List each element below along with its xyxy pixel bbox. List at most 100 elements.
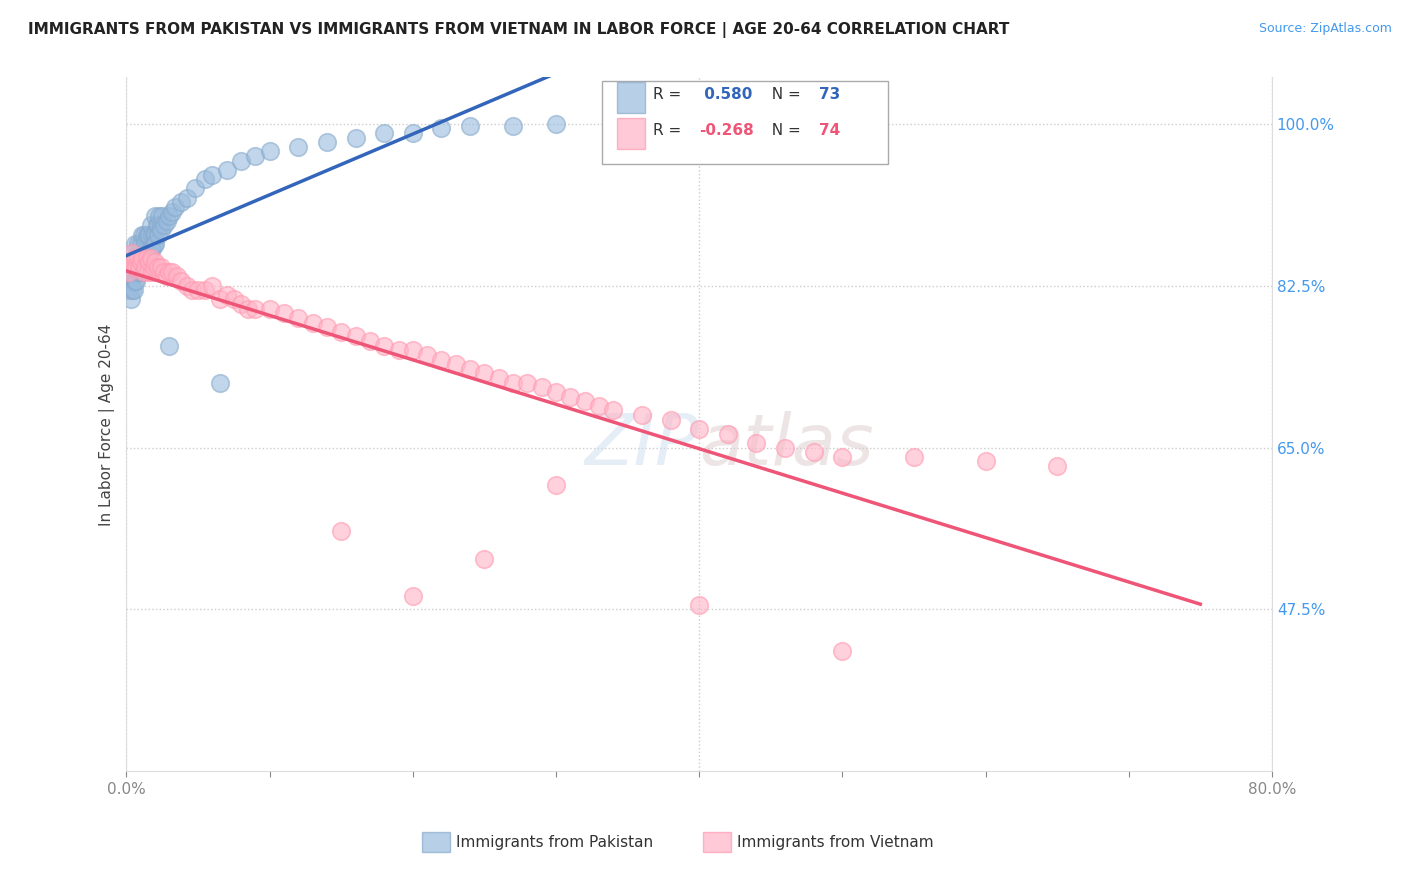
Point [155, 269, 177, 284]
Point [134, 260, 156, 274]
Point [159, 209, 181, 223]
Point [502, 119, 524, 133]
Point [128, 260, 150, 274]
Point [124, 274, 146, 288]
Point [136, 246, 159, 260]
Point [132, 227, 155, 242]
Point [127, 265, 149, 279]
Point [316, 135, 339, 149]
Point [588, 399, 610, 413]
Point [134, 237, 156, 252]
FancyBboxPatch shape [602, 81, 889, 164]
Point [176, 191, 198, 205]
Point [402, 126, 425, 140]
Point [215, 288, 238, 302]
Point [132, 246, 155, 260]
Point [181, 283, 204, 297]
Point [574, 394, 596, 409]
Point [121, 274, 143, 288]
Point [430, 352, 453, 367]
Point [127, 237, 149, 252]
Point [136, 246, 159, 260]
Point [745, 435, 768, 450]
Point [155, 214, 177, 228]
Point [149, 223, 172, 237]
Point [128, 246, 150, 260]
Point [444, 357, 467, 371]
Point [194, 283, 217, 297]
Point [124, 237, 146, 252]
Point [903, 450, 925, 464]
Point [121, 246, 143, 260]
Point [129, 237, 152, 252]
Point [516, 376, 538, 390]
Text: 73: 73 [820, 87, 841, 102]
Point [430, 121, 453, 136]
Point [229, 153, 252, 168]
Point [131, 255, 153, 269]
FancyBboxPatch shape [617, 118, 645, 149]
Point [488, 371, 510, 385]
Point [330, 524, 353, 538]
Point [560, 390, 582, 404]
Point [688, 422, 710, 436]
Point [118, 283, 141, 297]
Y-axis label: In Labor Force | Age 20-64: In Labor Force | Age 20-64 [100, 323, 115, 525]
Point [273, 306, 295, 320]
Point [717, 426, 740, 441]
Point [222, 293, 245, 307]
Point [287, 140, 309, 154]
Point [132, 255, 155, 269]
Point [129, 265, 152, 279]
Point [135, 251, 157, 265]
Point [344, 130, 367, 145]
Point [138, 227, 160, 242]
Point [124, 251, 146, 265]
Point [138, 246, 160, 260]
Text: atlas: atlas [699, 410, 873, 480]
Point [159, 339, 181, 353]
Point [149, 260, 172, 274]
Point [132, 265, 155, 279]
Point [146, 227, 169, 242]
Point [136, 227, 159, 242]
Point [245, 301, 267, 316]
Point [122, 260, 145, 274]
Point [259, 145, 281, 159]
Point [143, 209, 166, 223]
Point [170, 274, 193, 288]
Point [631, 408, 654, 422]
Point [129, 255, 152, 269]
Point [120, 293, 142, 307]
Point [474, 551, 496, 566]
Point [128, 265, 150, 279]
Point [146, 260, 169, 274]
Point [602, 403, 624, 417]
Point [150, 209, 173, 223]
Point [142, 227, 165, 242]
Point [502, 376, 524, 390]
Point [773, 441, 796, 455]
Point [688, 598, 710, 612]
Point [131, 227, 153, 242]
Point [1046, 458, 1069, 473]
Point [166, 269, 188, 284]
Point [141, 242, 163, 256]
Text: N =: N = [762, 87, 806, 102]
Point [136, 265, 159, 279]
Point [474, 367, 496, 381]
Text: ZIP: ZIP [585, 410, 699, 480]
Text: Source: ZipAtlas.com: Source: ZipAtlas.com [1258, 22, 1392, 36]
Point [152, 219, 174, 233]
Text: 0.580: 0.580 [699, 87, 752, 102]
Point [659, 413, 682, 427]
Point [127, 255, 149, 269]
Point [831, 644, 853, 658]
Point [138, 255, 160, 269]
Point [544, 384, 567, 399]
Point [143, 237, 166, 252]
Text: R =: R = [654, 123, 686, 137]
Point [162, 265, 184, 279]
Point [458, 120, 481, 134]
Point [544, 477, 567, 491]
